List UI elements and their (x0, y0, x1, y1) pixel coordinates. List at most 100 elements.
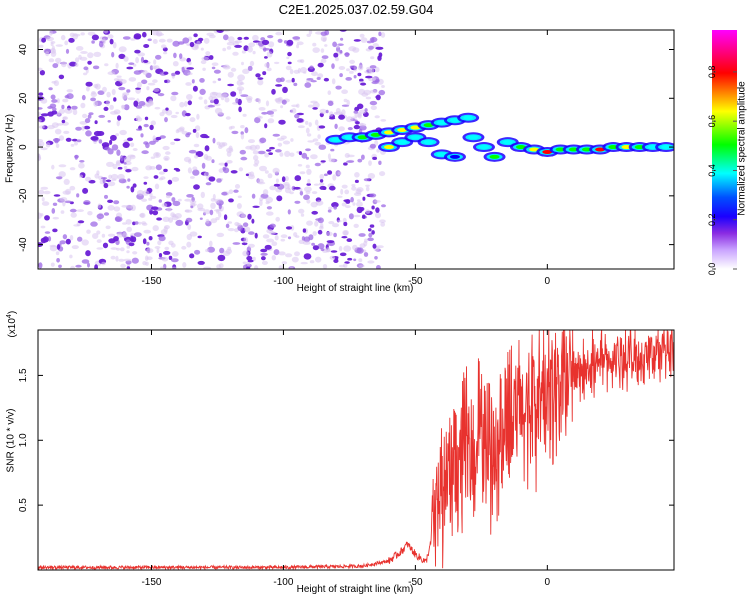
noise-speckle (152, 210, 159, 216)
noise-speckle (260, 252, 268, 256)
noise-speckle (264, 123, 268, 129)
noise-speckle (158, 171, 165, 175)
noise-speckle (59, 197, 68, 202)
noise-speckle (162, 216, 170, 222)
noise-speckle (158, 235, 166, 242)
noise-speckle (328, 221, 335, 225)
noise-speckle (331, 63, 335, 69)
noise-speckle (354, 172, 360, 178)
noise-speckle (92, 233, 99, 239)
signal-blob-core (383, 130, 394, 135)
noise-speckle (260, 37, 266, 41)
noise-speckle (317, 62, 324, 68)
noise-speckle (216, 30, 224, 33)
noise-speckle (56, 258, 60, 263)
noise-speckle (93, 51, 102, 58)
noise-speckle (164, 246, 170, 251)
noise-speckle (90, 221, 98, 227)
noise-speckle (142, 70, 148, 75)
signal-blob-core (410, 125, 421, 130)
noise-speckle (170, 114, 178, 119)
noise-speckle (281, 99, 287, 105)
noise-speckle (87, 262, 90, 268)
noise-speckle (305, 127, 310, 134)
noise-speckle (312, 231, 317, 236)
noise-speckle (216, 209, 220, 214)
noise-speckle (105, 225, 111, 230)
noise-speckle (310, 80, 317, 83)
signal-blob-core (478, 145, 489, 150)
noise-speckle (83, 66, 89, 71)
noise-speckle (291, 256, 299, 263)
noise-speckle (244, 127, 249, 134)
noise-speckle (128, 242, 135, 247)
noise-speckle (155, 136, 162, 141)
noise-speckle (81, 239, 89, 246)
noise-speckle (93, 100, 99, 107)
noise-speckle (274, 61, 280, 65)
signal-blob-core (436, 120, 447, 125)
noise-speckle (289, 191, 294, 195)
noise-speckle (242, 113, 247, 117)
noise-speckle (271, 109, 278, 112)
noise-speckle (349, 65, 355, 69)
noise-speckle (247, 65, 253, 71)
noise-speckle (376, 265, 381, 269)
noise-speckle (203, 99, 208, 105)
noise-speckle (337, 219, 342, 223)
noise-speckle (343, 98, 348, 103)
noise-speckle (271, 255, 276, 261)
noise-speckle (375, 94, 381, 101)
noise-speckle (376, 148, 380, 153)
noise-speckle (338, 66, 346, 70)
noise-speckle (122, 232, 128, 239)
noise-speckle (58, 164, 67, 168)
noise-speckle (248, 42, 256, 47)
noise-speckle (372, 243, 377, 249)
noise-speckle (322, 186, 327, 190)
noise-speckle (314, 162, 321, 167)
noise-speckle (175, 111, 179, 115)
noise-speckle (188, 61, 192, 66)
noise-speckle (137, 52, 146, 57)
noise-speckle (246, 255, 253, 261)
noise-speckle (135, 56, 140, 64)
noise-speckle (262, 189, 269, 196)
noise-speckle (40, 213, 44, 217)
noise-speckle (264, 56, 268, 59)
noise-speckle (223, 64, 230, 69)
noise-speckle (345, 77, 353, 81)
noise-speckle (259, 199, 263, 206)
noise-speckle (41, 197, 45, 202)
noise-speckle (366, 40, 373, 44)
signal-blob-core (449, 154, 460, 159)
noise-speckle (135, 87, 142, 90)
noise-speckle (218, 168, 224, 173)
noise-speckle (170, 95, 177, 102)
noise-speckle (319, 108, 327, 115)
noise-speckle (286, 39, 294, 46)
noise-speckle (103, 182, 109, 189)
noise-speckle (242, 68, 250, 75)
noise-speckle (251, 193, 256, 199)
noise-speckle (221, 142, 228, 147)
noise-speckle (237, 36, 243, 41)
noise-speckle (151, 30, 159, 36)
noise-speckle (369, 224, 375, 228)
noise-speckle (346, 160, 354, 163)
noise-speckle (141, 79, 148, 85)
noise-speckle (318, 125, 326, 129)
colorbar-tick-label: 0.0 (707, 263, 717, 276)
noise-speckle (377, 55, 382, 61)
noise-speckle (306, 220, 313, 226)
noise-speckle (98, 175, 104, 181)
noise-speckle (130, 186, 135, 193)
noise-speckle (143, 59, 149, 64)
noise-speckle (227, 83, 235, 87)
noise-speckle (120, 263, 126, 268)
noise-speckle (47, 125, 55, 130)
noise-speckle (246, 266, 251, 269)
noise-speckle (38, 125, 45, 129)
noise-speckle (203, 37, 210, 44)
noise-speckle (197, 37, 204, 42)
